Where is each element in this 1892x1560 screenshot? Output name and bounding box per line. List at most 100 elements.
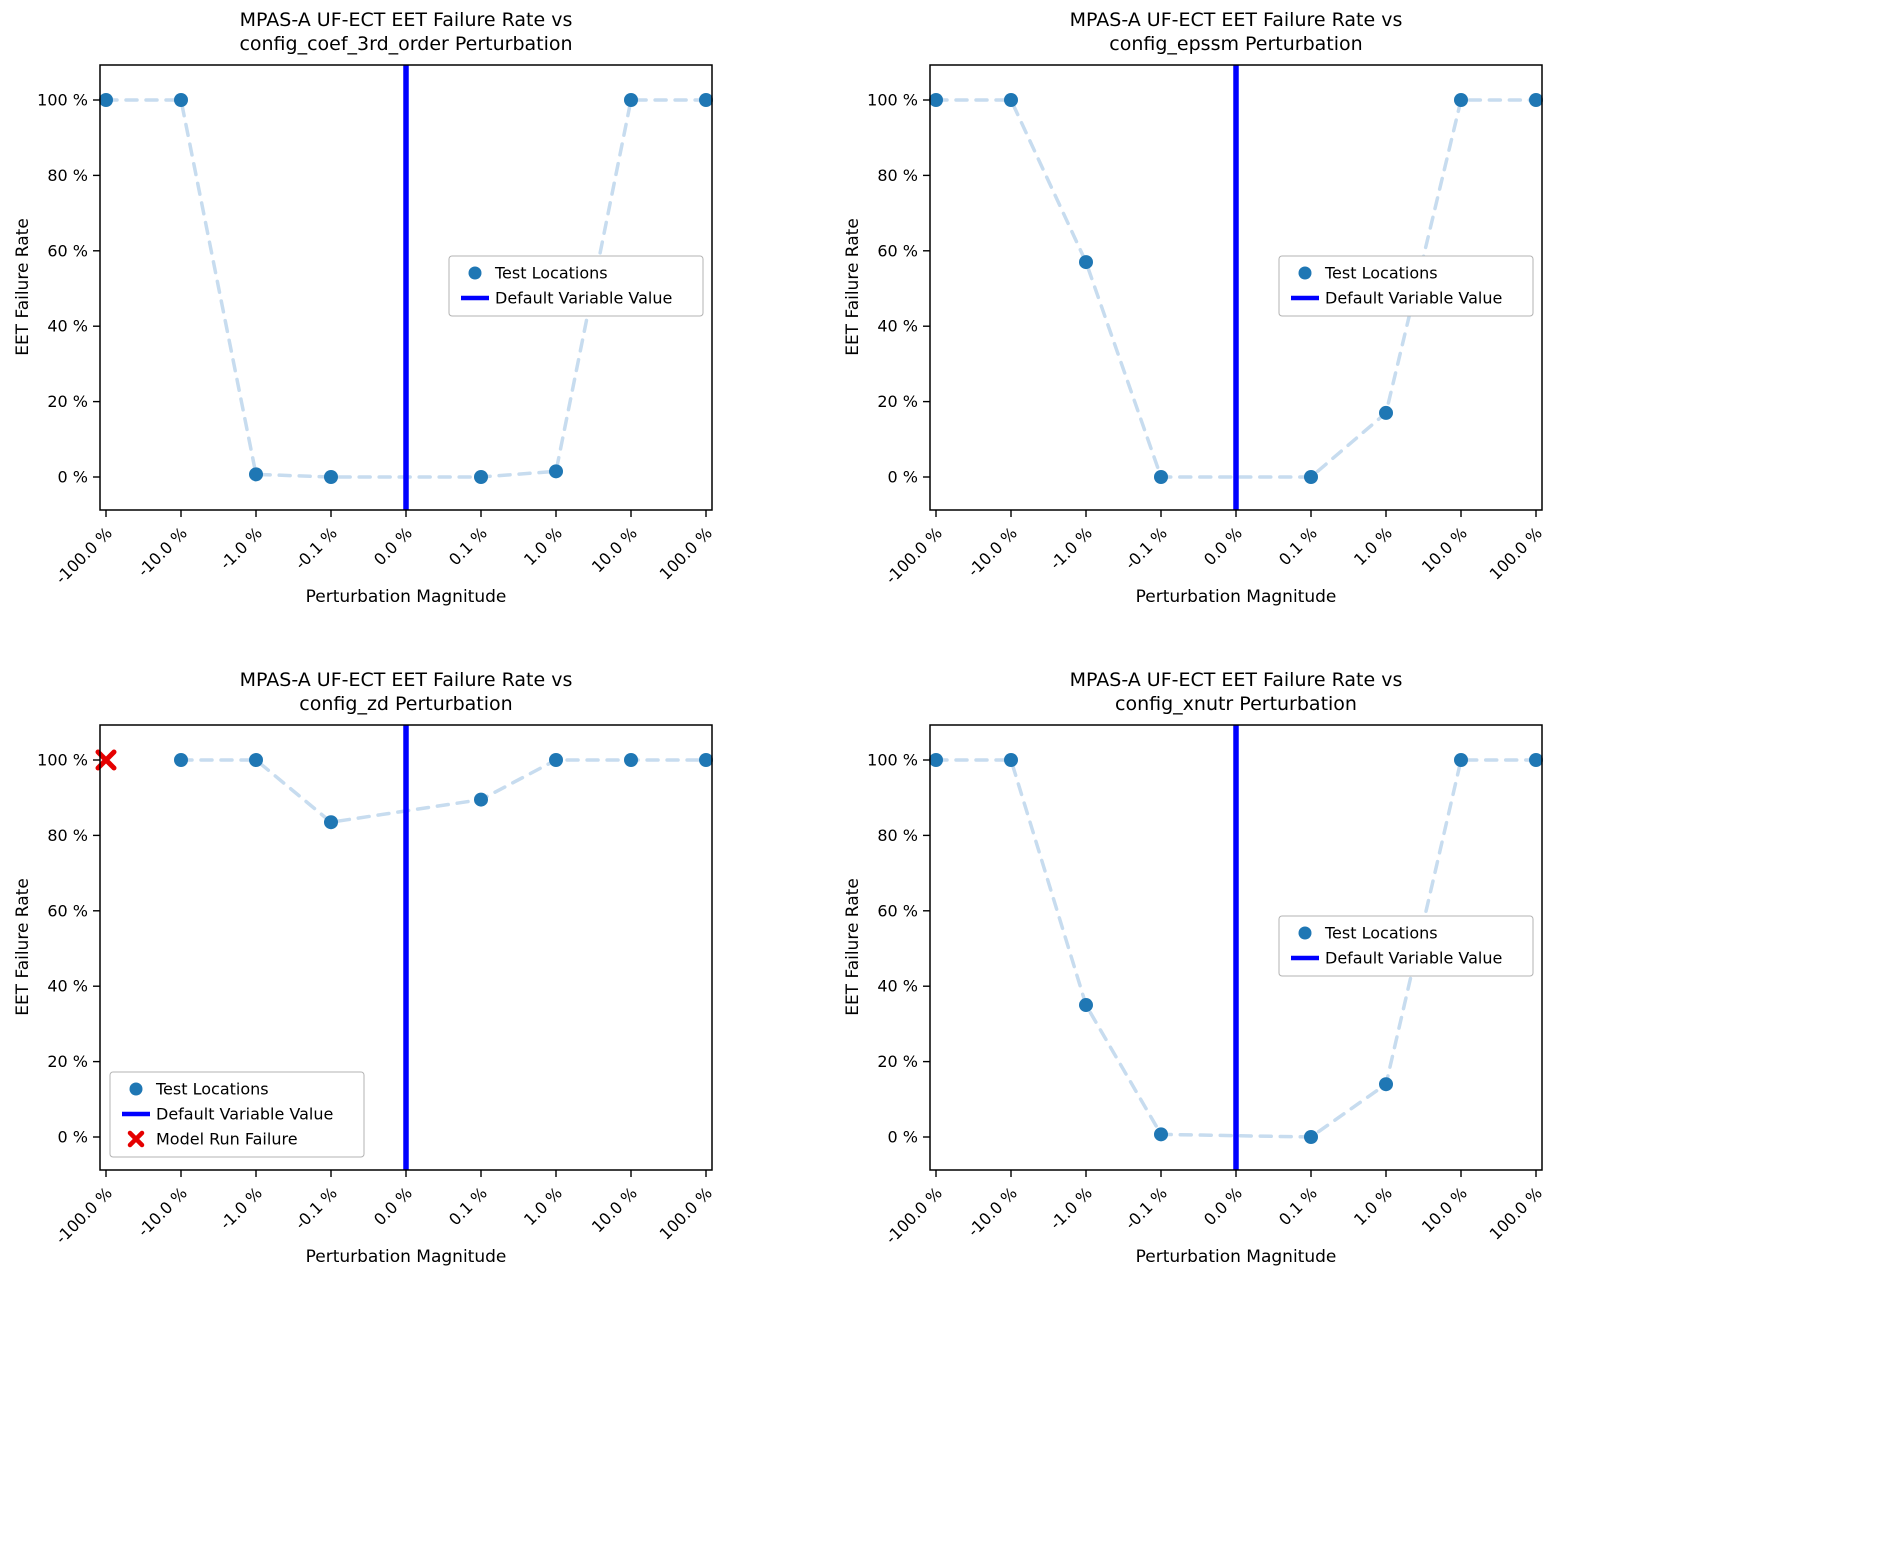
legend-label: Model Run Failure	[156, 1130, 298, 1149]
x-tick-label: 0.0 %	[370, 1183, 416, 1229]
x-tick-label: 10.0 %	[588, 523, 641, 576]
chart-title-line2: config_zd Perturbation	[299, 693, 512, 715]
x-tick-label: -10.0 %	[964, 1183, 1021, 1240]
y-tick-label: 40 %	[47, 317, 88, 336]
x-tick-label: 1.0 %	[520, 523, 566, 569]
x-tick-label: -0.1 %	[291, 523, 341, 573]
legend-label: Test Locations	[155, 1080, 269, 1099]
chart-title-line2: config_xnutr Perturbation	[1115, 693, 1357, 715]
legend: Test Locations Default Variable Value	[1278, 255, 1534, 317]
data-point	[1004, 93, 1018, 107]
trend-line	[934, 98, 1538, 479]
y-tick-label: 40 %	[877, 317, 918, 336]
x-tick-label: 0.0 %	[1200, 523, 1246, 569]
data-point	[99, 93, 113, 107]
x-tick-label: 0.1 %	[445, 523, 491, 569]
y-tick-label: 60 %	[47, 241, 88, 260]
legend: Test Locations Default Variable Value Mode…	[109, 1071, 365, 1158]
x-tick-label: -10.0 %	[134, 523, 191, 580]
data-point	[699, 753, 713, 767]
legend-label: Test Locations	[494, 264, 608, 283]
y-tick-label: 80 %	[877, 826, 918, 845]
data-point	[474, 792, 488, 807]
y-tick-label: 20 %	[877, 1052, 918, 1071]
data-point	[549, 464, 563, 479]
legend-x-icon	[127, 1130, 145, 1148]
y-axis-label: EET Failure Rate	[13, 218, 33, 356]
y-tick-label: 40 %	[877, 977, 918, 996]
x-tick-label: -0.1 %	[291, 1183, 341, 1233]
y-tick-label: 20 %	[47, 392, 88, 411]
x-tick-label: 100.0 %	[1486, 1183, 1546, 1243]
x-tick-label: -100.0 %	[882, 1183, 946, 1247]
legend-box	[448, 255, 704, 317]
data-point	[324, 470, 338, 484]
x-tick-label: 10.0 %	[588, 1183, 641, 1236]
data-point	[1004, 753, 1018, 767]
legend-label: Test Locations	[1324, 264, 1438, 283]
x-tick-label: 0.1 %	[445, 1183, 491, 1229]
y-axis-label: EET Failure Rate	[13, 878, 33, 1016]
chart-title-line2: config_coef_3rd_order Perturbation	[239, 33, 572, 55]
y-tick-label: 0 %	[888, 1128, 918, 1147]
x-tick-label: 100.0 %	[656, 523, 716, 583]
y-tick-label: 100 %	[37, 751, 88, 770]
data-point	[1379, 405, 1393, 420]
x-tick-label: -100.0 %	[52, 523, 116, 587]
x-tick-label: 1.0 %	[1350, 1183, 1396, 1229]
legend-dot-icon	[1298, 266, 1312, 280]
legend-dot-icon	[129, 1082, 143, 1096]
chart-title-line1: MPAS-A UF-ECT EET Failure Rate vs	[1070, 669, 1403, 691]
chart-config-xnutr: MPAS-A UF-ECT EET Failure Rate vsconfig_…	[843, 669, 1546, 1267]
x-tick-label: 0.1 %	[1275, 1183, 1321, 1229]
x-tick-label: 0.0 %	[1200, 1183, 1246, 1229]
x-tick-label: -1.0 %	[1046, 1183, 1096, 1233]
legend-box	[109, 1071, 365, 1158]
legend-label: Default Variable Value	[1325, 949, 1502, 968]
legend-dot-icon	[468, 266, 482, 280]
x-axis-label: Perturbation Magnitude	[306, 587, 507, 607]
data-point	[1304, 1130, 1318, 1144]
legend-box	[1278, 915, 1534, 977]
x-tick-label: -100.0 %	[882, 523, 946, 587]
data-point	[174, 93, 188, 107]
chart-config-epssm: MPAS-A UF-ECT EET Failure Rate vsconfig_…	[843, 9, 1546, 607]
chart-title-line1: MPAS-A UF-ECT EET Failure Rate vs	[240, 9, 573, 31]
legend: Test Locations Default Variable Value	[1278, 915, 1534, 977]
y-tick-label: 80 %	[47, 166, 88, 185]
data-point	[624, 93, 638, 107]
data-point	[1454, 753, 1468, 767]
data-point	[929, 93, 943, 107]
data-point	[1304, 470, 1318, 484]
data-point	[929, 753, 943, 767]
legend-label: Default Variable Value	[495, 289, 672, 308]
data-point	[474, 470, 488, 484]
x-tick-label: 0.1 %	[1275, 523, 1321, 569]
legend-label: Default Variable Value	[1325, 289, 1502, 308]
y-tick-label: 80 %	[47, 826, 88, 845]
y-axis-label: EET Failure Rate	[843, 878, 863, 1016]
data-point	[549, 753, 563, 767]
data-point	[1079, 998, 1093, 1013]
chart-title-line1: MPAS-A UF-ECT EET Failure Rate vs	[240, 669, 573, 691]
data-point	[1529, 93, 1543, 107]
data-point	[699, 93, 713, 107]
y-tick-label: 100 %	[37, 91, 88, 110]
legend-dot-icon	[1298, 926, 1312, 940]
y-tick-label: 60 %	[877, 901, 918, 920]
data-point	[1154, 1127, 1168, 1142]
data-point	[249, 753, 263, 767]
x-axis-label: Perturbation Magnitude	[306, 1247, 507, 1267]
y-tick-label: 0 %	[58, 468, 88, 487]
data-point	[1529, 753, 1543, 767]
x-tick-label: -1.0 %	[1046, 523, 1096, 573]
trend-line	[179, 758, 708, 825]
x-tick-label: 1.0 %	[520, 1183, 566, 1229]
chart-config-coef-3rd-order: MPAS-A UF-ECT EET Failure Rate vsconfig_…	[13, 9, 716, 607]
x-tick-label: 10.0 %	[1418, 1183, 1471, 1236]
x-tick-label: -100.0 %	[52, 1183, 116, 1247]
x-tick-label: 0.0 %	[370, 523, 416, 569]
legend-label: Test Locations	[1324, 924, 1438, 943]
y-tick-label: 100 %	[867, 91, 918, 110]
